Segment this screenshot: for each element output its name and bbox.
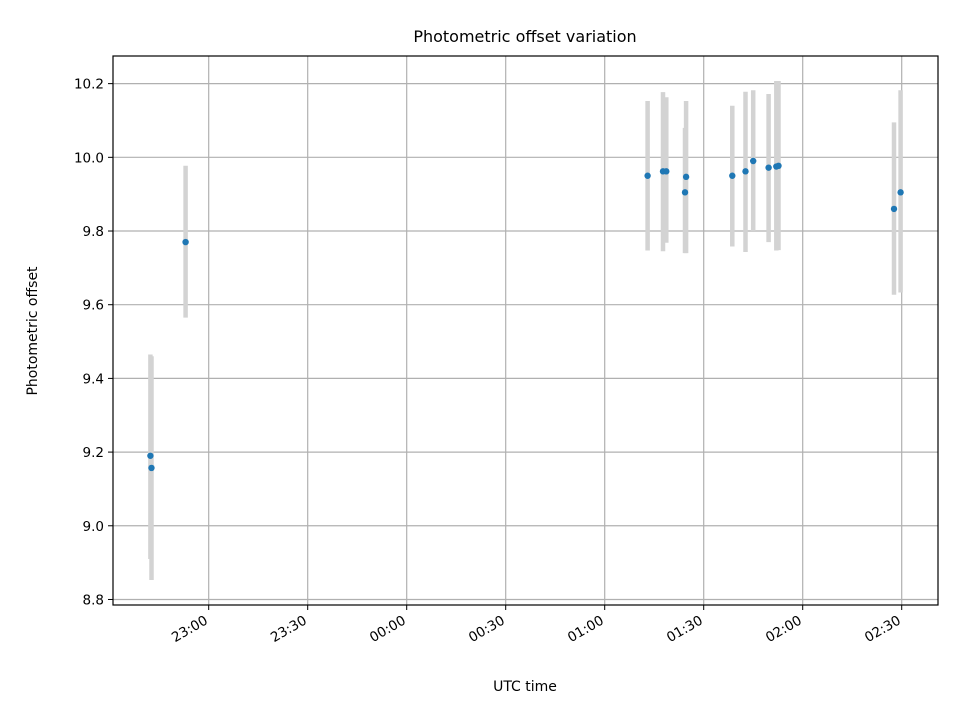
data-points (147, 157, 904, 472)
error-bars (148, 81, 903, 580)
y-tick-label: 10.0 (74, 150, 104, 166)
x-tick-label: 01:00 (565, 613, 607, 646)
grid (113, 56, 938, 605)
data-point (742, 168, 749, 175)
x-tick-label: 01:30 (664, 613, 706, 646)
x-tick-label: 23:00 (169, 613, 211, 646)
data-point (765, 164, 772, 171)
y-tick-label: 8.8 (83, 592, 104, 608)
y-tick-label: 9.8 (83, 224, 104, 240)
data-point (644, 172, 651, 179)
y-tick-label: 10.2 (74, 77, 104, 93)
plot-frame (112, 55, 939, 606)
x-tick-label: 23:30 (268, 613, 310, 646)
y-tick-label: 9.2 (83, 445, 104, 461)
y-tick-label: 9.6 (83, 298, 104, 314)
x-axis-label: UTC time (493, 679, 557, 695)
data-point (750, 157, 757, 165)
data-point (663, 168, 670, 175)
data-point (148, 464, 155, 472)
data-point (682, 173, 690, 181)
chart-title: Photometric offset variation (413, 27, 636, 46)
data-point (681, 189, 689, 196)
y-tick-label: 9.0 (83, 519, 104, 535)
x-tick-label: 00:30 (466, 613, 508, 646)
data-point (182, 238, 189, 246)
data-point (729, 172, 736, 179)
data-point (890, 205, 898, 213)
x-tick-label: 02:00 (763, 613, 805, 646)
data-point (775, 162, 782, 169)
y-axis-ticks: 8.8 9.0 9.2 9.4 9.6 9.8 10.0 10.2 (74, 77, 113, 608)
y-axis-label: Photometric offset (25, 266, 41, 396)
x-tick-label: 02:30 (862, 613, 904, 646)
data-point (147, 452, 154, 459)
data-point (897, 189, 904, 196)
x-tick-label: 00:00 (367, 613, 409, 646)
y-tick-label: 9.4 (83, 371, 104, 387)
x-axis-ticks: 23:00 23:30 00:00 00:30 01:00 01:30 02:00 02:30 (169, 605, 904, 646)
